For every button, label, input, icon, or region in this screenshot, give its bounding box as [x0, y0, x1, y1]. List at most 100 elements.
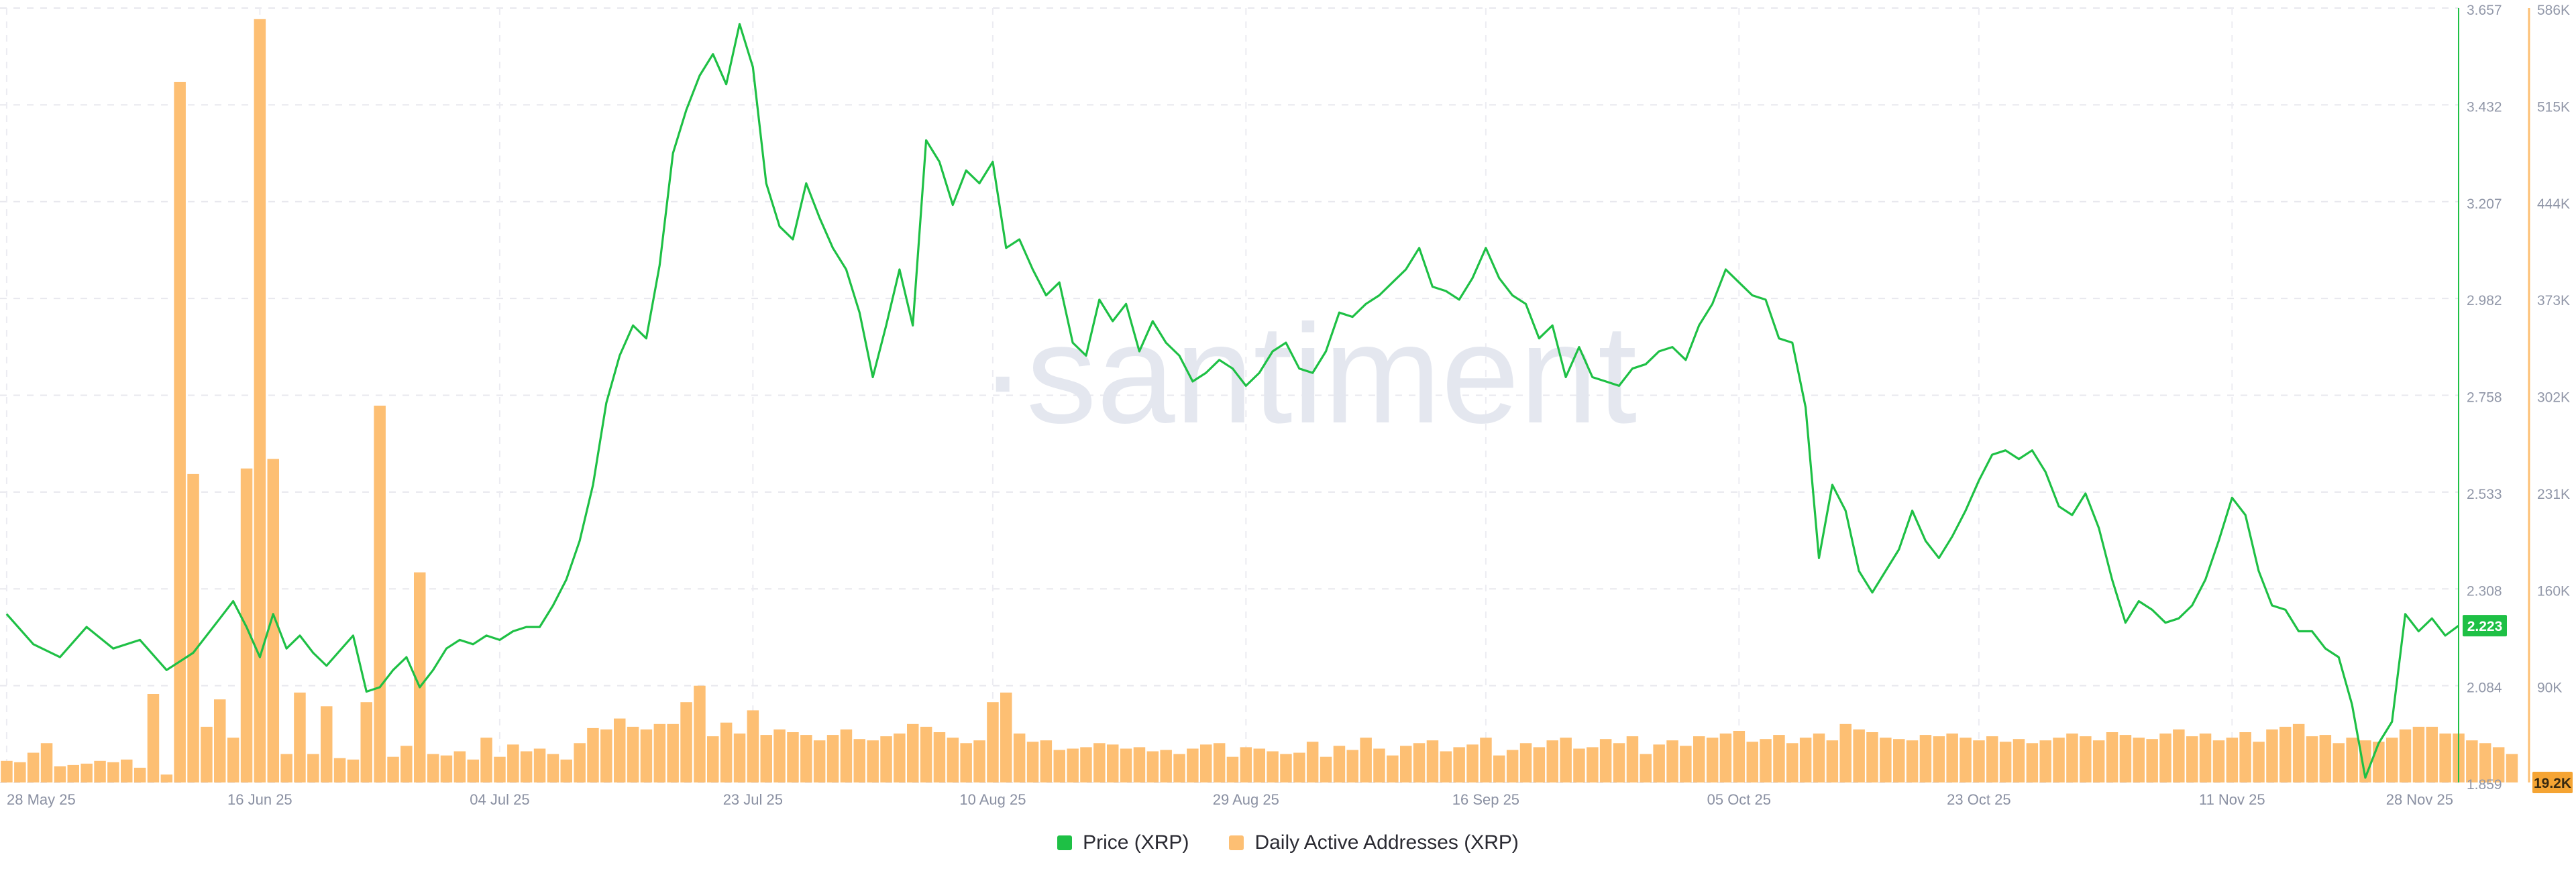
active-addresses-bar	[773, 729, 786, 782]
price-swatch-icon	[1057, 835, 1073, 850]
legend-label-price: Price (XRP)	[1083, 831, 1189, 854]
active-addresses-bar	[1187, 748, 1199, 782]
active-addresses-bar	[1053, 750, 1065, 782]
price-line-group	[5, 23, 2459, 779]
active-addresses-bar	[201, 726, 213, 782]
price-axis-tick: 3.432	[2467, 99, 2502, 115]
active-addresses-bar	[614, 718, 626, 782]
active-addresses-bar	[574, 743, 586, 782]
volume-axis-tick: 586K	[2537, 3, 2570, 18]
active-addresses-bars	[1, 19, 2518, 782]
active-addresses-bar	[1173, 754, 1185, 782]
price-axis-tick: 2.758	[2467, 390, 2502, 406]
x-axis-tick: 28 Nov 25	[2386, 791, 2453, 808]
x-axis-tick: 23 Oct 25	[1947, 791, 2010, 808]
active-addresses-bar	[1946, 734, 1958, 782]
active-addresses-bar	[787, 732, 799, 782]
active-addresses-bar	[254, 19, 266, 782]
active-addresses-bar	[2146, 739, 2158, 782]
active-addresses-bar	[2253, 742, 2265, 782]
active-addresses-bar	[1986, 736, 1998, 782]
active-addresses-bar	[1773, 735, 1785, 782]
active-addresses-bar	[1573, 748, 1585, 782]
active-addresses-bar	[347, 759, 360, 782]
active-addresses-bar	[533, 748, 546, 782]
active-addresses-bar	[467, 759, 479, 782]
active-addresses-bar	[2106, 732, 2118, 782]
active-addresses-bar	[2066, 734, 2078, 782]
active-addresses-bar	[1786, 743, 1799, 782]
active-addresses-bar	[2399, 729, 2412, 782]
active-addresses-bar	[80, 763, 93, 782]
active-addresses-bar	[2092, 740, 2105, 782]
volume-axis-tick: 90K	[2537, 681, 2562, 696]
active-addresses-bar	[1653, 744, 1665, 782]
active-addresses-bar	[2439, 734, 2451, 782]
active-addresses-bar	[587, 727, 599, 782]
active-addresses-bar	[2199, 734, 2212, 782]
active-addresses-bar	[1120, 748, 1132, 782]
active-addresses-bar	[1626, 736, 1639, 782]
active-addresses-bar	[800, 735, 812, 782]
active-addresses-bar	[1613, 743, 1625, 782]
active-addresses-bar	[2506, 754, 2518, 782]
active-addresses-bar	[894, 734, 906, 782]
active-addresses-bar	[1373, 748, 1385, 782]
active-addresses-bar	[1760, 739, 1772, 782]
volume-axis-tick: 231K	[2537, 487, 2570, 502]
volume-axis-tick: 515K	[2537, 99, 2570, 115]
active-addresses-bar	[1813, 734, 1825, 782]
active-addresses-bar	[94, 760, 106, 782]
active-addresses-bar	[933, 732, 946, 782]
active-addresses-bar	[147, 694, 160, 782]
active-addresses-bar	[1426, 740, 1439, 782]
active-addresses-bar	[1706, 738, 1719, 782]
legend-item-active-addresses[interactable]: Daily Active Addresses (XRP)	[1229, 831, 1519, 854]
active-addresses-bar	[1960, 738, 1972, 782]
active-addresses-bar	[1413, 743, 1426, 782]
active-addresses-bar	[54, 766, 66, 782]
active-addresses-bar	[1880, 738, 1892, 782]
active-addresses-bar	[2492, 747, 2505, 782]
active-addresses-bar	[1933, 736, 1945, 782]
active-addresses-bar	[1387, 755, 1399, 782]
active-addresses-bar	[2012, 739, 2025, 782]
price-axis-tick: 2.982	[2467, 293, 2502, 308]
x-axis-tick: 16 Sep 25	[1452, 791, 1519, 808]
active-addresses-bar	[867, 740, 879, 782]
active-addresses-bar	[1040, 740, 1053, 782]
active-addresses-bar	[1280, 754, 1292, 782]
active-addresses-bar	[2053, 738, 2065, 782]
active-addresses-bar	[2026, 743, 2039, 782]
active-addresses-bar	[1080, 747, 1092, 782]
active-addresses-bar	[440, 755, 453, 782]
legend-label-active-addresses: Daily Active Addresses (XRP)	[1254, 831, 1519, 854]
active-addresses-bar	[960, 743, 972, 782]
active-addresses-bar	[560, 759, 572, 782]
active-addresses-bar	[133, 768, 146, 782]
active-addresses-bar	[1466, 744, 1479, 782]
active-addresses-bar	[600, 729, 612, 782]
active-addresses-bar	[1240, 747, 1252, 782]
active-addresses-bar	[2279, 726, 2292, 782]
x-axis-tick: 10 Aug 25	[959, 791, 1026, 808]
active-addresses-bar	[1093, 743, 1106, 782]
active-addresses-bar	[760, 735, 772, 782]
active-addresses-bar	[907, 723, 919, 782]
active-addresses-bar	[987, 702, 999, 782]
current-price-badge	[2463, 615, 2507, 637]
active-addresses-bar	[214, 699, 226, 782]
x-axis-tick: 23 Jul 25	[723, 791, 783, 808]
price-line	[5, 23, 2459, 779]
volume-axis-tick: 160K	[2537, 583, 2570, 599]
active-addresses-bar	[453, 751, 466, 782]
x-axis-tick: 28 May 25	[7, 791, 76, 808]
active-addresses-bar	[667, 723, 679, 782]
active-addresses-bar	[1826, 740, 1839, 782]
active-addresses-bar	[973, 740, 985, 782]
active-addresses-bar	[14, 762, 26, 782]
active-addresses-bar	[1360, 738, 1372, 782]
legend-item-price[interactable]: Price (XRP)	[1057, 831, 1189, 854]
active-addresses-bar	[2159, 734, 2171, 782]
active-addresses-bar	[1026, 742, 1039, 782]
